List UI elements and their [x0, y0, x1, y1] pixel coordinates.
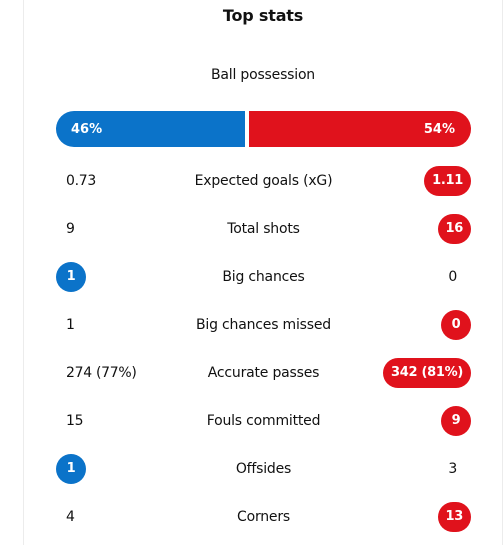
stat-home-value: 4 [66, 509, 75, 525]
stat-home-value: 0.73 [66, 173, 96, 189]
stat-away-value: 0 [448, 269, 457, 285]
stat-row-big-chances-missed: 1 Big chances missed 0 [56, 308, 471, 342]
stat-label: Fouls committed [206, 413, 321, 429]
stat-label: Expected goals (xG) [194, 173, 333, 189]
stat-row-offsides: 1 Offsides 3 [56, 452, 471, 486]
possession-home-segment: 46% [56, 111, 246, 147]
stat-away-value: 9 [441, 406, 471, 436]
stat-row-corners: 4 Corners 13 [56, 500, 471, 534]
stat-label: Corners [237, 509, 290, 525]
stat-home-value: 15 [66, 413, 84, 429]
stat-row-accurate-passes: 274 (77%) Accurate passes 342 (81%) [56, 356, 471, 390]
stat-row-big-chances: 1 Big chances 0 [56, 260, 471, 294]
possession-label: Ball possession [211, 67, 315, 83]
stat-home-value: 1 [66, 317, 75, 333]
stat-home-value: 9 [66, 221, 75, 237]
stat-label: Big chances [222, 269, 305, 285]
stat-home-value: 1 [56, 262, 86, 292]
possession-away-value: 54% [423, 121, 455, 137]
right-divider [502, 0, 503, 545]
stat-label: Big chances missed [196, 317, 331, 333]
stat-away-value: 3 [448, 461, 457, 477]
possession-bar: 46% 54% [56, 111, 471, 147]
stat-label: Accurate passes [207, 365, 320, 381]
stat-home-value: 274 (77%) [66, 365, 137, 381]
stat-row-fouls-committed: 15 Fouls committed 9 [56, 404, 471, 438]
section-title: Top stats [222, 6, 304, 25]
possession-home-value: 46% [71, 121, 103, 137]
stat-home-value: 1 [56, 454, 86, 484]
stat-away-value: 13 [437, 502, 471, 532]
stat-away-value: 16 [437, 214, 471, 244]
stat-away-value: 0 [441, 310, 471, 340]
possession-away-segment: 54% [249, 111, 471, 147]
stat-label: Offsides [235, 461, 292, 477]
stat-label: Total shots [227, 221, 300, 237]
stat-row-total-shots: 9 Total shots 16 [56, 212, 471, 246]
left-divider [23, 0, 24, 545]
stat-away-value: 1.11 [424, 166, 471, 196]
stat-away-value: 342 (81%) [383, 358, 471, 388]
stat-row-expected-goals: 0.73 Expected goals (xG) 1.11 [56, 164, 471, 198]
